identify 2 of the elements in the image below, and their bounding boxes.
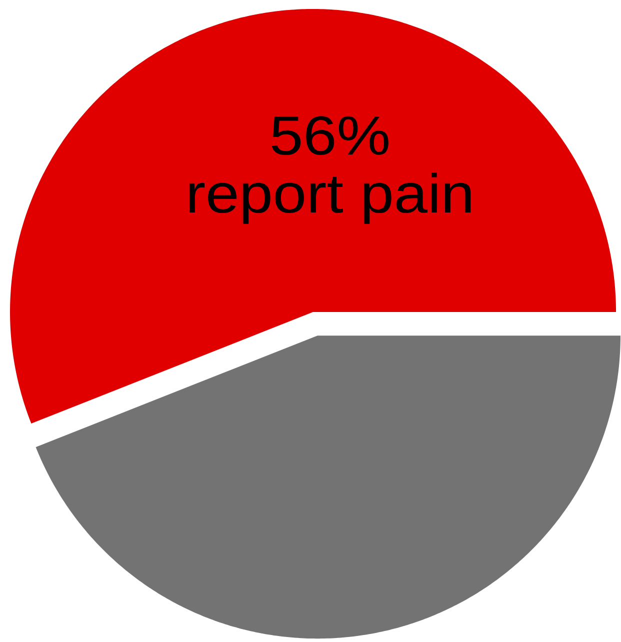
data-label: 56%: [272, 116, 388, 156]
slice-label: report pain: [189, 172, 471, 224]
